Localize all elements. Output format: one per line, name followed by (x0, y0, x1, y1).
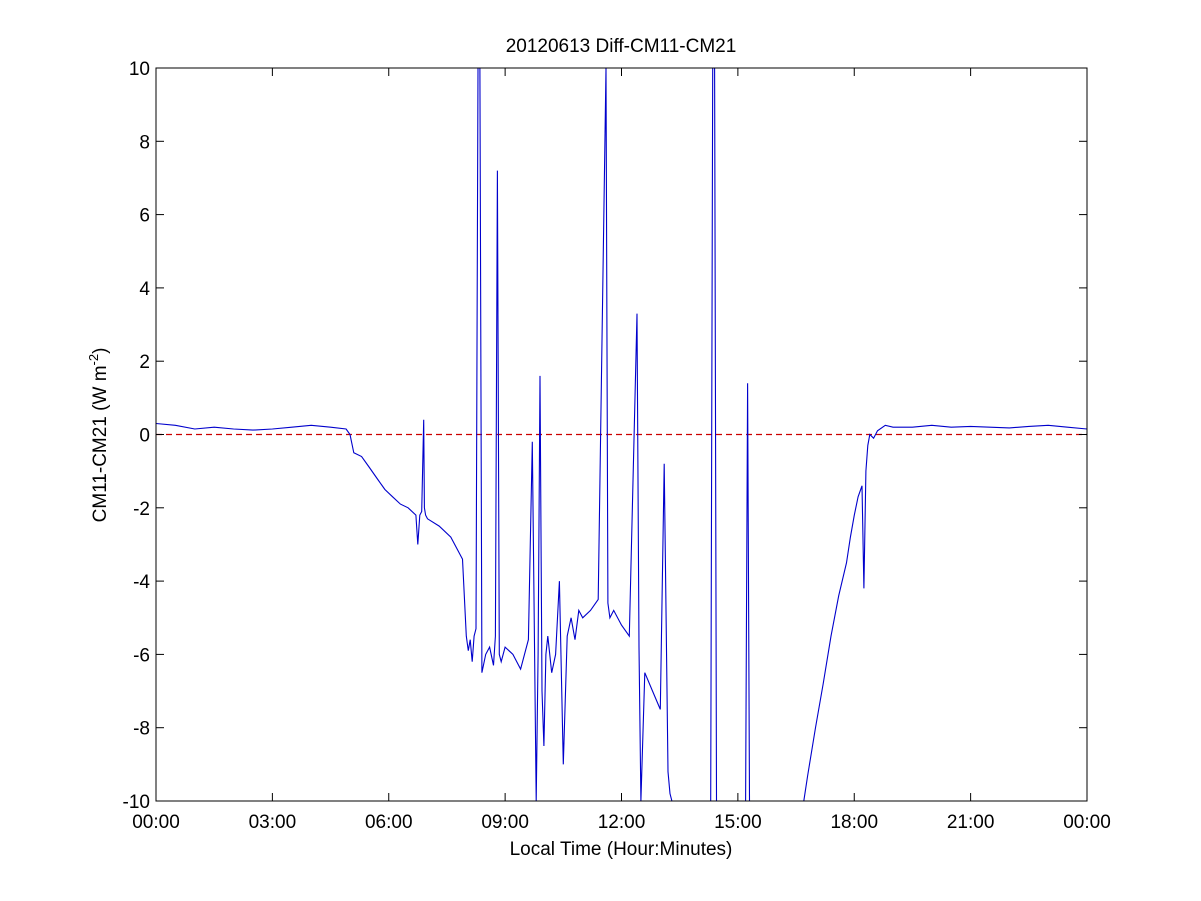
x-tick-label: 03:00 (249, 812, 297, 833)
x-tick-label: 06:00 (365, 812, 413, 833)
y-tick-label: 4 (139, 279, 150, 300)
y-tick-label: -6 (133, 645, 150, 666)
x-axis-label: Local Time (Hour:Minutes) (510, 839, 733, 860)
x-tick-label: 00:00 (1063, 812, 1111, 833)
y-tick-label: -10 (123, 792, 150, 813)
chart-title: 20120613 Diff-CM11-CM21 (506, 36, 737, 57)
y-tick-label: -4 (133, 572, 150, 593)
y-tick-label: 0 (139, 426, 150, 447)
ticks-layer: 00:00 03:00 06:00 09:00 12:00 15:00 18:00 21:00… (123, 59, 1111, 833)
series-line-0 (156, 68, 1087, 801)
y-axis-label-close: ) (90, 348, 111, 354)
y-tick-label: 2 (139, 352, 150, 373)
x-tick-label: 21:00 (947, 812, 995, 833)
y-tick-label: 10 (129, 59, 150, 80)
y-axis-label-main: CM11-CM21 (W m (90, 365, 111, 522)
x-tick-label: 12:00 (598, 812, 646, 833)
y-tick-label: 8 (139, 132, 150, 153)
y-axis-label-superscript: -2 (86, 354, 101, 366)
y-tick-label: -8 (133, 719, 150, 740)
x-tick-label: 15:00 (714, 812, 762, 833)
x-tick-label: 00:00 (132, 812, 180, 833)
y-axis-label: CM11-CM21 (W m-2) (86, 348, 111, 523)
y-tick-label: -2 (133, 499, 150, 520)
y-tick-label: 6 (139, 206, 150, 227)
series-layer (156, 68, 1087, 801)
x-tick-label: 09:00 (481, 812, 529, 833)
x-tick-label: 18:00 (830, 812, 878, 833)
